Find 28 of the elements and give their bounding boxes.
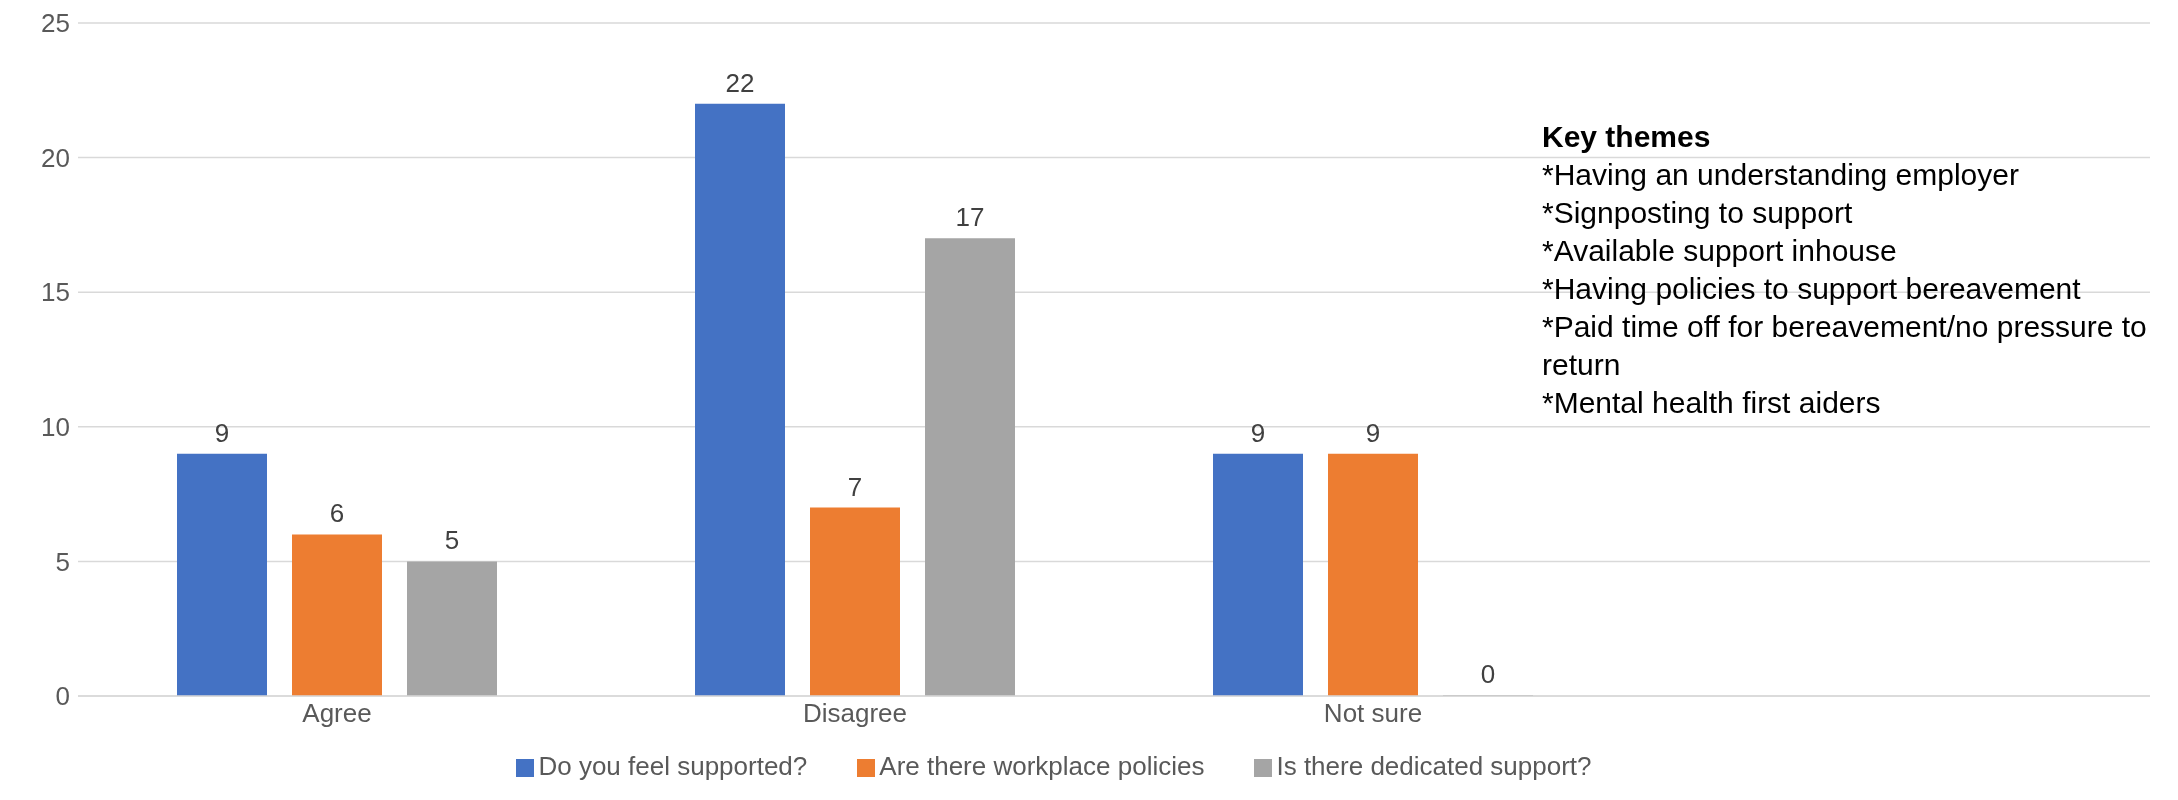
data-label: 5 bbox=[444, 525, 460, 556]
annotation: *Paid time off for bereavement/no pressure to return bbox=[1542, 309, 2148, 383]
legend-label: Do you feel supported? bbox=[538, 751, 808, 781]
annotation: Key themes bbox=[1542, 119, 1712, 155]
data-label: 7 bbox=[847, 471, 863, 502]
x-tick-label: Disagree bbox=[802, 698, 908, 729]
y-tick-label: 5 bbox=[55, 546, 70, 577]
legend-label: Is there dedicated support? bbox=[1276, 751, 1592, 781]
annotation: *Mental health first aiders bbox=[1542, 385, 1882, 421]
annotation: *Having policies to support bereavement bbox=[1542, 271, 2082, 307]
legend-label: Are there workplace policies bbox=[879, 751, 1205, 781]
data-label: 0 bbox=[1480, 659, 1496, 689]
y-tick-label: 0 bbox=[55, 681, 70, 712]
y-tick-label: 20 bbox=[41, 142, 70, 173]
data-label: 22 bbox=[725, 67, 755, 98]
y-tick-label: 25 bbox=[41, 8, 70, 39]
annotation: *Having an understanding employer bbox=[1542, 157, 2020, 193]
annotation: *Available support inhouse bbox=[1542, 233, 1898, 269]
data-label: 6 bbox=[329, 498, 345, 529]
x-tick-label: Agree bbox=[302, 698, 372, 729]
y-tick-label: 10 bbox=[41, 412, 70, 443]
data-label: 9 bbox=[1365, 417, 1381, 448]
data-label: 9 bbox=[214, 417, 230, 448]
x-tick-label: Not sure bbox=[1323, 698, 1423, 729]
data-label: 9 bbox=[1250, 417, 1266, 448]
annotation: *Signposting to support bbox=[1542, 195, 1854, 231]
data-label: 17 bbox=[955, 202, 985, 233]
y-tick-label: 15 bbox=[41, 277, 70, 308]
